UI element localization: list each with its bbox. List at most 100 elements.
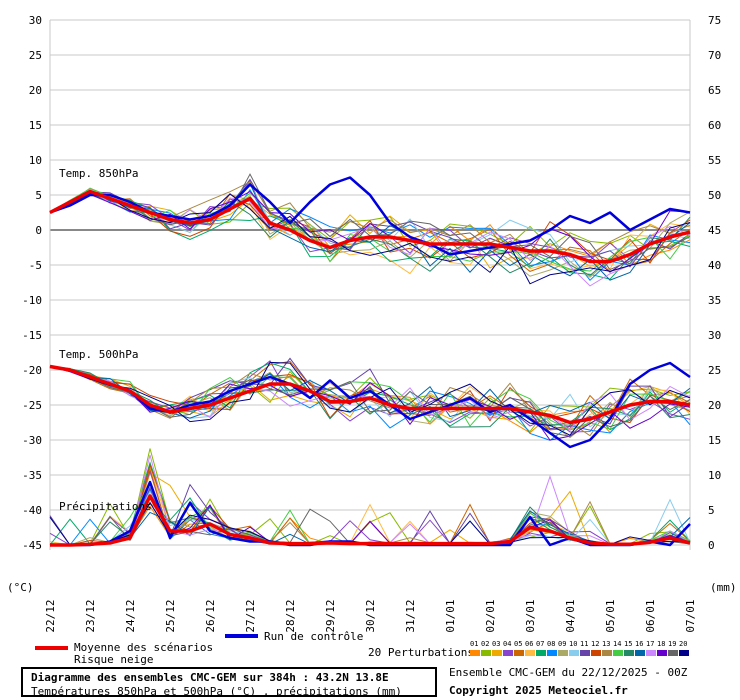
right-tick-label: 5 bbox=[708, 504, 715, 517]
perturbation-legend: 01 02 03 04 05 06 07 08 09 10 11 12 13 14 15 16 17 18 19 20 bbox=[470, 640, 689, 656]
perturbation-line-02 bbox=[49, 188, 691, 250]
perturbation-legend-swatch bbox=[536, 650, 546, 656]
x-tick-label: 26/12 bbox=[204, 599, 217, 632]
perturbation-line-12 bbox=[49, 366, 691, 424]
perturbation-legend-code: 18 bbox=[657, 640, 665, 648]
perturbation-legend-code: 08 bbox=[547, 640, 555, 648]
right-tick-label: 50 bbox=[708, 189, 721, 202]
perturbation-legend-swatch bbox=[481, 650, 491, 656]
right-tick-label: 75 bbox=[708, 14, 721, 27]
perturbation-legend-swatch bbox=[514, 650, 524, 656]
left-tick-label: -10 bbox=[22, 294, 42, 307]
left-axis-ticks: 30 25 20 15 10 5 0 -5 -10 -15 -20 -25 -30 -35 -40 -45 bbox=[22, 14, 42, 552]
perturbation-legend-code: 12 bbox=[591, 640, 599, 648]
x-tick-label: 02/01 bbox=[484, 599, 497, 632]
x-tick-label: 24/12 bbox=[124, 599, 137, 632]
perturbation-legend-code: 05 bbox=[514, 640, 522, 648]
left-tick-label: 5 bbox=[35, 189, 42, 202]
perturbation-legend-code: 04 bbox=[503, 640, 511, 648]
right-tick-label: 10 bbox=[708, 469, 721, 482]
perturbation-legend-swatch bbox=[679, 650, 689, 656]
right-tick-label: 20 bbox=[708, 399, 721, 412]
left-tick-label: -40 bbox=[22, 504, 42, 517]
x-tick-label: 28/12 bbox=[284, 599, 297, 632]
left-tick-label: 15 bbox=[29, 119, 42, 132]
perturbation-legend-swatch bbox=[613, 650, 623, 656]
perturbation-legend-code: 14 bbox=[613, 640, 621, 648]
left-tick-label: -35 bbox=[22, 469, 42, 482]
legend-control-label: Run de contrôle bbox=[264, 630, 363, 643]
footer-box: Diagramme des ensembles CMC-GEM sur 384h… bbox=[21, 667, 437, 698]
perturbation-legend-swatch bbox=[547, 650, 557, 656]
series-line-t500-mean bbox=[49, 364, 691, 425]
perturbation-legend-code: 19 bbox=[668, 640, 676, 648]
perturbation-legend-code: 09 bbox=[558, 640, 566, 648]
copyright: Copyright 2025 Meteociel.fr bbox=[449, 684, 628, 697]
footer-subtitle: Températures 850hPa et 500hPa (°C) , pré… bbox=[31, 685, 402, 698]
perturbation-legend-code: 03 bbox=[492, 640, 500, 648]
right-tick-label: 70 bbox=[708, 49, 721, 62]
x-tick-label: 30/12 bbox=[364, 599, 377, 632]
perturbation-legend-code: 20 bbox=[679, 640, 687, 648]
right-tick-label: 55 bbox=[708, 154, 721, 167]
x-tick-label: 06/01 bbox=[644, 599, 657, 632]
left-tick-label: -30 bbox=[22, 434, 42, 447]
left-tick-label: 30 bbox=[29, 14, 42, 27]
series-line-t850-mean bbox=[49, 189, 691, 264]
left-tick-label: 25 bbox=[29, 49, 42, 62]
legend-snow-label: Risque neige bbox=[74, 653, 153, 666]
perturbation-legend-swatch bbox=[646, 650, 656, 656]
right-tick-label: 15 bbox=[708, 434, 721, 447]
perturbation-legend-code: 11 bbox=[580, 640, 588, 648]
perturbation-legend-swatch bbox=[635, 650, 645, 656]
legend-perturbations-label: 20 Perturbations bbox=[368, 646, 474, 659]
right-tick-label: 65 bbox=[708, 84, 721, 97]
perturbation-legend-code: 01 bbox=[470, 640, 478, 648]
x-tick-label: 03/01 bbox=[524, 599, 537, 632]
series-line-precip-mean bbox=[50, 494, 691, 547]
x-tick-label: 31/12 bbox=[404, 599, 417, 632]
perturbation-legend-code: 15 bbox=[624, 640, 632, 648]
left-tick-label: -45 bbox=[22, 539, 42, 552]
footer-title: Diagramme des ensembles CMC-GEM sur 384h… bbox=[31, 671, 389, 684]
right-tick-label: 45 bbox=[708, 224, 721, 237]
right-tick-label: 40 bbox=[708, 259, 721, 272]
x-tick-label: 29/12 bbox=[324, 599, 337, 632]
perturbation-legend-swatch bbox=[668, 650, 678, 656]
left-tick-label: -20 bbox=[22, 364, 42, 377]
panel-label-t500: Temp. 500hPa bbox=[59, 348, 138, 361]
perturbation-legend-code: 07 bbox=[536, 640, 544, 648]
perturbation-line-18 bbox=[49, 366, 691, 441]
perturbation-legend-swatch bbox=[624, 650, 634, 656]
x-tick-label: 27/12 bbox=[244, 599, 257, 632]
left-tick-label: -5 bbox=[29, 259, 42, 272]
perturbation-legend-swatch bbox=[503, 650, 513, 656]
left-tick-label: 10 bbox=[29, 154, 42, 167]
perturbation-legend-code: 06 bbox=[525, 640, 533, 648]
perturbation-legend-code: 02 bbox=[481, 640, 489, 648]
right-tick-label: 35 bbox=[708, 294, 721, 307]
perturbation-legend-code: 10 bbox=[569, 640, 577, 648]
right-tick-label: 0 bbox=[708, 539, 715, 552]
series-line-t500-control bbox=[49, 361, 691, 449]
panel-label-precip: Précipitations bbox=[59, 500, 152, 513]
perturbation-legend-code: 16 bbox=[635, 640, 643, 648]
perturbation-legend-swatch bbox=[657, 650, 667, 656]
main-series-lines bbox=[49, 176, 691, 547]
perturbation-legend-swatch bbox=[602, 650, 612, 656]
perturbation-legend-code: 13 bbox=[602, 640, 610, 648]
left-unit-label: (°C) bbox=[7, 581, 34, 594]
x-tick-label: 05/01 bbox=[604, 599, 617, 632]
perturbation-line-03 bbox=[49, 191, 691, 269]
perturbation-legend-swatch bbox=[580, 650, 590, 656]
legend-mean-label: Moyenne des scénarios bbox=[74, 641, 213, 654]
right-tick-label: 25 bbox=[708, 364, 721, 377]
perturbation-line-13 bbox=[49, 366, 691, 437]
perturbation-line-15 bbox=[49, 366, 691, 428]
left-tick-label: -25 bbox=[22, 399, 42, 412]
x-tick-label: 22/12 bbox=[44, 599, 57, 632]
perturbation-legend-swatch bbox=[591, 650, 601, 656]
x-tick-label: 23/12 bbox=[84, 599, 97, 632]
left-tick-label: 0 bbox=[35, 224, 42, 237]
